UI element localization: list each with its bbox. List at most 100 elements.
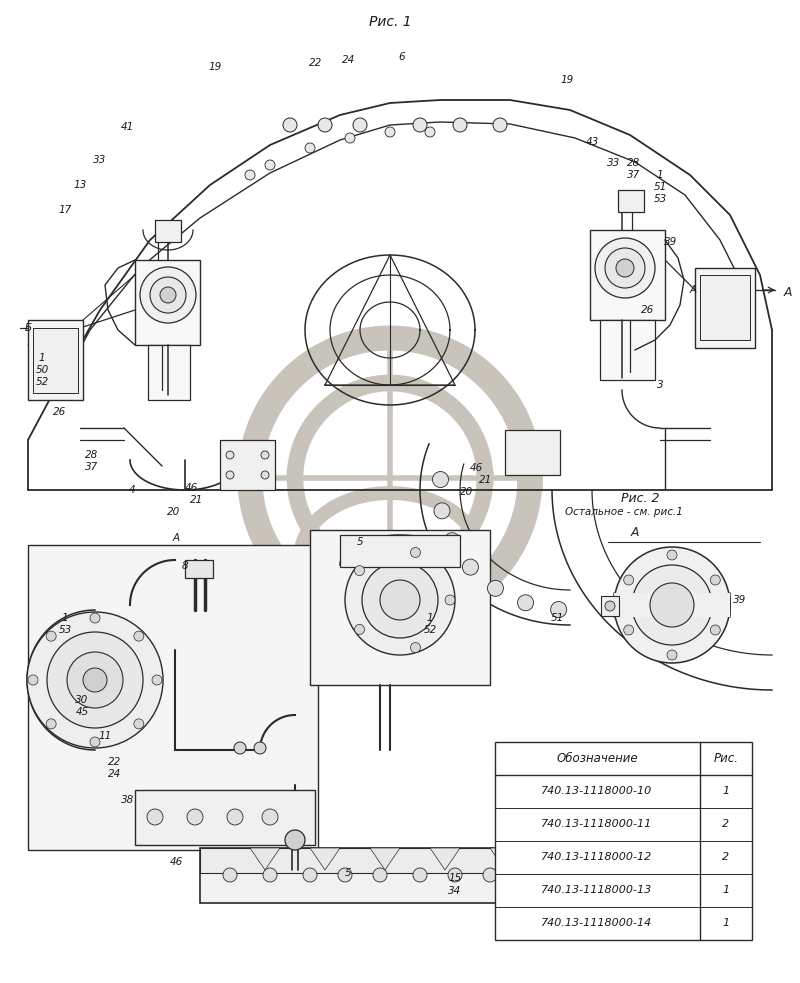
Circle shape bbox=[187, 809, 203, 825]
Circle shape bbox=[616, 259, 634, 277]
Text: 37: 37 bbox=[86, 462, 98, 472]
Text: 26: 26 bbox=[642, 305, 654, 315]
Bar bbox=[155, 220, 181, 242]
Circle shape bbox=[667, 650, 677, 660]
Circle shape bbox=[245, 170, 255, 180]
Text: 22: 22 bbox=[108, 757, 122, 767]
Text: 20: 20 bbox=[460, 487, 474, 497]
Text: 46: 46 bbox=[470, 463, 482, 473]
Bar bbox=[200, 848, 680, 873]
Circle shape bbox=[614, 547, 730, 663]
Circle shape bbox=[453, 118, 467, 132]
Text: 1: 1 bbox=[722, 885, 730, 895]
Polygon shape bbox=[620, 848, 650, 870]
Circle shape bbox=[632, 565, 712, 645]
Text: 22: 22 bbox=[310, 58, 322, 68]
Bar bbox=[310, 530, 490, 685]
Bar bbox=[700, 275, 750, 340]
Circle shape bbox=[27, 612, 163, 748]
Circle shape bbox=[410, 643, 421, 653]
Circle shape bbox=[345, 133, 355, 143]
Text: 46: 46 bbox=[170, 857, 182, 867]
Text: А: А bbox=[690, 285, 697, 295]
Text: 5: 5 bbox=[357, 537, 363, 547]
Text: 30: 30 bbox=[75, 695, 89, 705]
Text: 740.13-1118000-13: 740.13-1118000-13 bbox=[542, 885, 653, 895]
Text: 740.13-1118000-14: 740.13-1118000-14 bbox=[542, 918, 653, 928]
Text: 53: 53 bbox=[654, 194, 666, 204]
Circle shape bbox=[624, 625, 634, 635]
Bar bbox=[28, 320, 83, 400]
Text: 1: 1 bbox=[38, 353, 46, 363]
Circle shape bbox=[263, 868, 277, 882]
Text: 740.13-1118000-10: 740.13-1118000-10 bbox=[542, 786, 653, 796]
Text: 15: 15 bbox=[448, 873, 462, 883]
Text: 33: 33 bbox=[94, 155, 106, 165]
Text: 6: 6 bbox=[398, 52, 406, 62]
Text: 39: 39 bbox=[664, 237, 678, 247]
Polygon shape bbox=[310, 848, 340, 870]
Circle shape bbox=[234, 742, 246, 754]
Circle shape bbox=[433, 472, 449, 488]
Text: 43: 43 bbox=[586, 137, 598, 147]
Circle shape bbox=[413, 868, 427, 882]
Circle shape bbox=[710, 575, 720, 585]
Text: 19: 19 bbox=[208, 62, 222, 72]
Text: 19: 19 bbox=[560, 75, 574, 85]
Text: 740.13-1118000-12: 740.13-1118000-12 bbox=[542, 852, 653, 862]
Text: 52: 52 bbox=[35, 377, 49, 387]
Circle shape bbox=[445, 595, 455, 605]
Text: 21: 21 bbox=[190, 495, 204, 505]
Bar bbox=[495, 742, 752, 940]
Circle shape bbox=[624, 575, 634, 585]
Circle shape bbox=[380, 580, 420, 620]
Text: А: А bbox=[784, 285, 792, 299]
Text: 13: 13 bbox=[74, 180, 86, 190]
Bar bbox=[600, 320, 655, 380]
Circle shape bbox=[354, 624, 365, 634]
Circle shape bbox=[664, 867, 680, 883]
Circle shape bbox=[444, 533, 460, 549]
Circle shape bbox=[303, 868, 317, 882]
Text: Рис. 2: Рис. 2 bbox=[621, 492, 659, 504]
Bar bbox=[618, 190, 644, 212]
Circle shape bbox=[67, 652, 123, 708]
Text: 41: 41 bbox=[120, 122, 134, 132]
Circle shape bbox=[305, 143, 315, 153]
Circle shape bbox=[605, 601, 615, 611]
Circle shape bbox=[493, 118, 507, 132]
Bar bbox=[28, 545, 318, 850]
Circle shape bbox=[354, 565, 365, 576]
Text: 5: 5 bbox=[345, 868, 351, 878]
Bar bbox=[185, 560, 213, 578]
Circle shape bbox=[90, 613, 100, 623]
Circle shape bbox=[550, 602, 566, 617]
Text: 53: 53 bbox=[58, 625, 72, 635]
Circle shape bbox=[425, 127, 435, 137]
Text: 52: 52 bbox=[423, 625, 437, 635]
Bar bbox=[590, 230, 665, 320]
Circle shape bbox=[434, 503, 450, 519]
Bar bbox=[148, 345, 190, 400]
Circle shape bbox=[318, 118, 332, 132]
Text: 46: 46 bbox=[184, 483, 198, 493]
Bar bbox=[695, 268, 755, 348]
Bar bbox=[200, 848, 680, 903]
Text: Б: Б bbox=[25, 323, 31, 333]
Text: 20: 20 bbox=[167, 507, 181, 517]
Circle shape bbox=[523, 868, 537, 882]
Circle shape bbox=[226, 451, 234, 459]
Bar bbox=[614, 593, 730, 617]
Circle shape bbox=[558, 868, 572, 882]
Circle shape bbox=[593, 868, 607, 882]
Text: 37: 37 bbox=[627, 170, 641, 180]
Circle shape bbox=[261, 471, 269, 479]
Circle shape bbox=[134, 719, 144, 728]
Circle shape bbox=[47, 632, 143, 728]
Text: 26: 26 bbox=[54, 407, 66, 417]
Circle shape bbox=[83, 668, 107, 692]
Circle shape bbox=[140, 267, 196, 323]
Circle shape bbox=[160, 287, 176, 303]
Text: 34: 34 bbox=[448, 886, 462, 896]
Text: 24: 24 bbox=[108, 769, 122, 779]
